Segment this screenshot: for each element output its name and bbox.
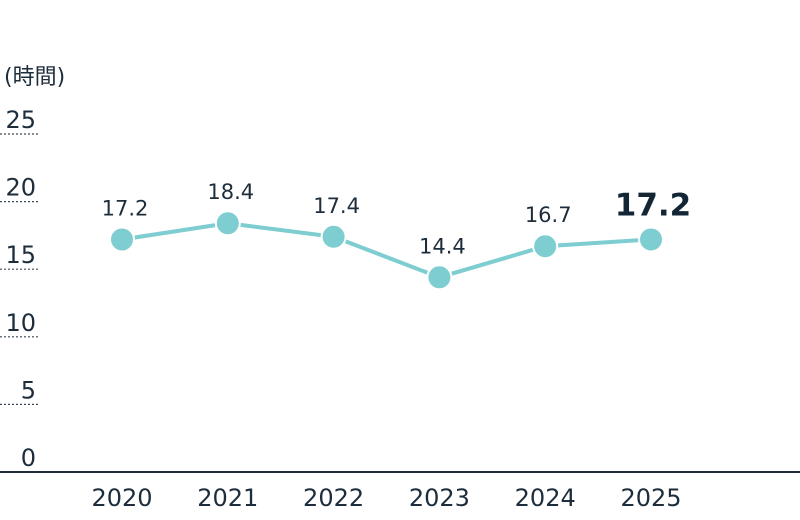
x-tick-label: 2025 [620, 484, 681, 512]
data-label: 17.2 [102, 196, 149, 220]
y-tick-label: 5 [21, 376, 36, 404]
x-tick-label: 2020 [91, 484, 152, 512]
y-axis-unit-label: (時間) [4, 65, 65, 90]
data-point [426, 264, 453, 291]
y-tick-label: 15 [5, 241, 36, 269]
data-point [320, 223, 347, 250]
data-point [109, 226, 135, 253]
y-tick-label: 0 [21, 444, 36, 472]
x-tick-label: 2022 [303, 484, 364, 512]
data-label: 18.4 [207, 180, 254, 204]
x-tick-label: 2024 [515, 484, 576, 512]
data-label: 14.4 [419, 234, 466, 258]
data-label: 17.4 [313, 194, 360, 218]
data-label: 16.7 [525, 203, 572, 227]
data-point [214, 210, 241, 237]
data-point [638, 226, 664, 253]
data-labels: 17.2 18.4 17.4 14.4 16.7 17.2 [102, 180, 692, 258]
data-point [532, 233, 559, 260]
y-axis: 0 5 10 15 20 25 [0, 106, 40, 472]
y-tick-label: 20 [5, 174, 36, 202]
series-line-group [109, 210, 664, 291]
x-tick-label: 2021 [197, 484, 258, 512]
series-line [120, 221, 653, 280]
x-axis: 2020 2021 2022 2023 2024 2025 [91, 484, 681, 512]
data-label-highlight: 17.2 [615, 187, 692, 223]
y-tick-label: 10 [5, 309, 36, 337]
x-tick-label: 2023 [409, 484, 470, 512]
y-tick-label: 25 [5, 106, 36, 134]
